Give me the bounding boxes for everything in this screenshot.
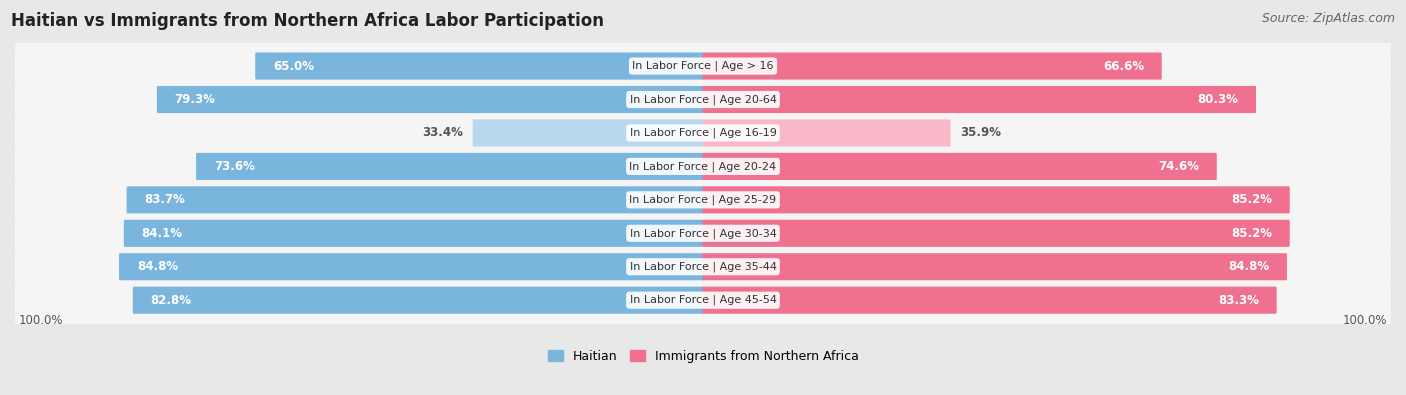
Text: 74.6%: 74.6% bbox=[1159, 160, 1199, 173]
Text: 100.0%: 100.0% bbox=[1343, 314, 1388, 327]
Text: In Labor Force | Age > 16: In Labor Force | Age > 16 bbox=[633, 61, 773, 71]
FancyBboxPatch shape bbox=[472, 119, 703, 147]
FancyBboxPatch shape bbox=[195, 153, 703, 180]
Text: In Labor Force | Age 30-34: In Labor Force | Age 30-34 bbox=[630, 228, 776, 239]
Text: 84.8%: 84.8% bbox=[1227, 260, 1270, 273]
Text: In Labor Force | Age 45-54: In Labor Force | Age 45-54 bbox=[630, 295, 776, 305]
FancyBboxPatch shape bbox=[15, 34, 1391, 99]
Text: In Labor Force | Age 35-44: In Labor Force | Age 35-44 bbox=[630, 261, 776, 272]
FancyBboxPatch shape bbox=[15, 201, 1391, 266]
Text: 84.1%: 84.1% bbox=[142, 227, 183, 240]
FancyBboxPatch shape bbox=[256, 53, 703, 80]
FancyBboxPatch shape bbox=[15, 134, 1391, 199]
FancyBboxPatch shape bbox=[703, 53, 1161, 80]
FancyBboxPatch shape bbox=[703, 253, 1286, 280]
FancyBboxPatch shape bbox=[703, 186, 1289, 213]
Text: 83.7%: 83.7% bbox=[145, 193, 186, 206]
FancyBboxPatch shape bbox=[703, 220, 1289, 247]
FancyBboxPatch shape bbox=[703, 153, 1216, 180]
Text: Haitian vs Immigrants from Northern Africa Labor Participation: Haitian vs Immigrants from Northern Afri… bbox=[11, 12, 605, 30]
Text: 65.0%: 65.0% bbox=[273, 60, 314, 73]
FancyBboxPatch shape bbox=[703, 119, 950, 147]
FancyBboxPatch shape bbox=[120, 253, 703, 280]
Text: 100.0%: 100.0% bbox=[18, 314, 63, 327]
FancyBboxPatch shape bbox=[15, 67, 1391, 132]
Text: 84.8%: 84.8% bbox=[136, 260, 179, 273]
Legend: Haitian, Immigrants from Northern Africa: Haitian, Immigrants from Northern Africa bbox=[543, 345, 863, 368]
Text: 73.6%: 73.6% bbox=[214, 160, 254, 173]
Text: 79.3%: 79.3% bbox=[174, 93, 215, 106]
FancyBboxPatch shape bbox=[15, 267, 1391, 333]
Text: 85.2%: 85.2% bbox=[1232, 193, 1272, 206]
FancyBboxPatch shape bbox=[132, 287, 703, 314]
Text: In Labor Force | Age 16-19: In Labor Force | Age 16-19 bbox=[630, 128, 776, 138]
FancyBboxPatch shape bbox=[703, 287, 1277, 314]
FancyBboxPatch shape bbox=[157, 86, 703, 113]
Text: 33.4%: 33.4% bbox=[422, 126, 463, 139]
FancyBboxPatch shape bbox=[703, 86, 1256, 113]
FancyBboxPatch shape bbox=[15, 100, 1391, 166]
Text: 80.3%: 80.3% bbox=[1198, 93, 1239, 106]
Text: In Labor Force | Age 20-24: In Labor Force | Age 20-24 bbox=[630, 161, 776, 172]
Text: 85.2%: 85.2% bbox=[1232, 227, 1272, 240]
Text: 66.6%: 66.6% bbox=[1102, 60, 1144, 73]
FancyBboxPatch shape bbox=[15, 167, 1391, 233]
Text: 83.3%: 83.3% bbox=[1218, 294, 1258, 307]
Text: In Labor Force | Age 25-29: In Labor Force | Age 25-29 bbox=[630, 195, 776, 205]
FancyBboxPatch shape bbox=[127, 186, 703, 213]
Text: 82.8%: 82.8% bbox=[150, 294, 191, 307]
Text: 35.9%: 35.9% bbox=[960, 126, 1001, 139]
Text: Source: ZipAtlas.com: Source: ZipAtlas.com bbox=[1261, 12, 1395, 25]
Text: In Labor Force | Age 20-64: In Labor Force | Age 20-64 bbox=[630, 94, 776, 105]
FancyBboxPatch shape bbox=[15, 234, 1391, 299]
FancyBboxPatch shape bbox=[124, 220, 703, 247]
